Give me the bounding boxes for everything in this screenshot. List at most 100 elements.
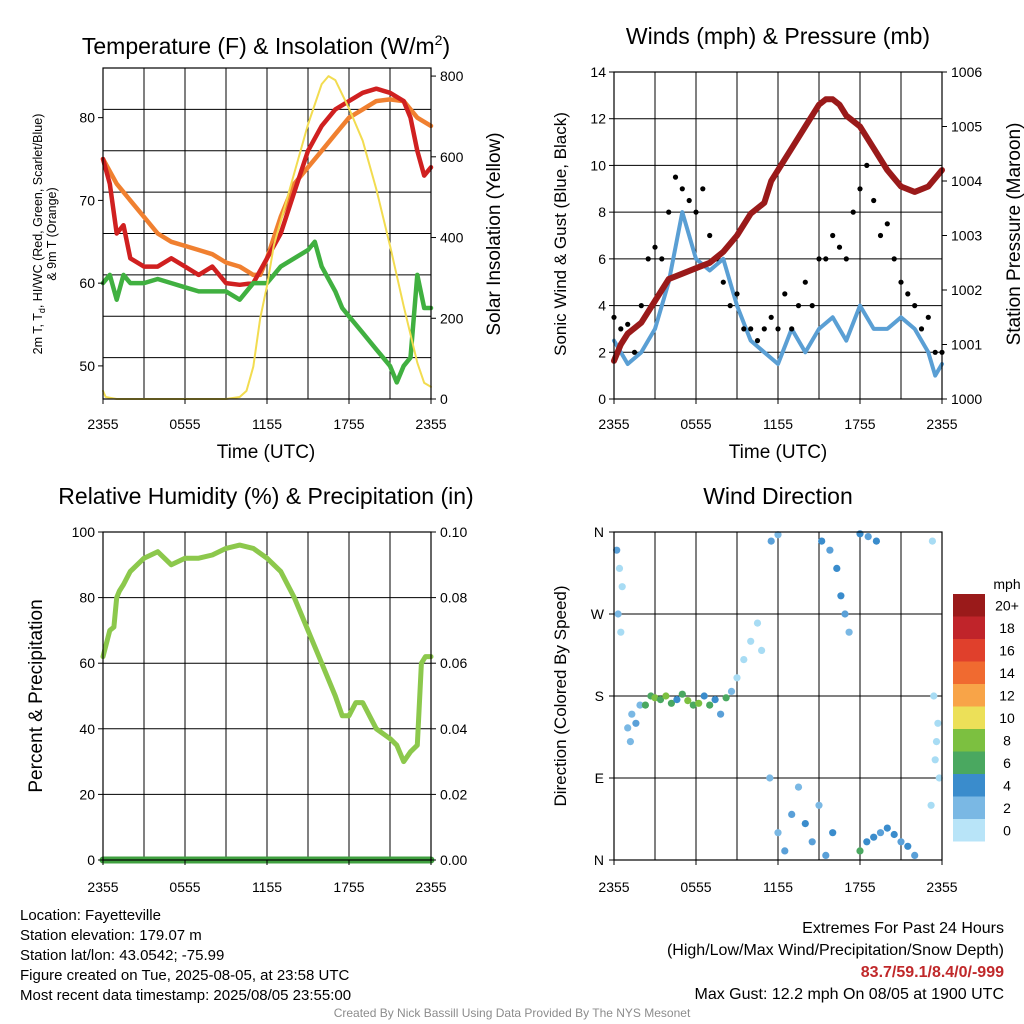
- x-tick-label: 2355: [87, 416, 118, 432]
- y-tick-label-right: 1000: [951, 391, 982, 407]
- direction-point: [626, 738, 635, 746]
- wind-chart-ylabel-right: Station Pressure (Maroon): [1004, 123, 1024, 346]
- gust-point: [720, 279, 726, 285]
- x-tick-label: 0555: [680, 879, 711, 895]
- direction-point: [863, 838, 871, 846]
- dewpoint-line: [100, 239, 434, 385]
- direction-point: [684, 697, 692, 705]
- wind-chart-xlabel: Time (UTC): [729, 442, 828, 463]
- gust-point: [816, 256, 822, 262]
- direction-point: [733, 674, 741, 682]
- direction-tick-label: S: [595, 688, 604, 704]
- legend-label: 8: [1003, 732, 1011, 748]
- x-tick-label: 2355: [598, 879, 629, 895]
- direction-point: [856, 847, 864, 855]
- direction-point: [766, 774, 774, 782]
- legend-label: 10: [999, 710, 1015, 726]
- direction-chart-title: Wind Direction: [703, 483, 853, 509]
- y-tick-label-right: 0.04: [440, 721, 467, 737]
- direction-point: [841, 610, 849, 618]
- direction-point: [656, 696, 665, 704]
- y-tick-label: 6: [598, 251, 606, 267]
- y-tick-label: 12: [590, 111, 606, 127]
- direction-point: [641, 701, 650, 709]
- y-tick-label: 100: [72, 524, 96, 540]
- legend-swatch: [953, 819, 985, 842]
- y-tick-label: 2: [598, 344, 606, 360]
- direction-point: [717, 710, 725, 718]
- direction-point: [911, 851, 919, 860]
- legend-label: 20+: [995, 597, 1019, 613]
- y-tick-label: 60: [79, 275, 95, 291]
- direction-point: [628, 710, 636, 718]
- direction-point: [932, 738, 941, 746]
- gust-point: [864, 162, 870, 168]
- y-tick-label-right: 1005: [951, 119, 982, 135]
- gust-point: [850, 209, 856, 215]
- direction-point: [845, 628, 853, 636]
- direction-point: [897, 838, 905, 846]
- x-tick-label: 1155: [252, 879, 282, 895]
- temp-chart-title: Temperature (F) & Insolation (W/m2): [82, 32, 450, 59]
- direction-point: [614, 610, 622, 618]
- y-tick-label: 40: [79, 721, 95, 737]
- x-tick-label: 0555: [169, 416, 200, 432]
- direction-point: [700, 692, 708, 700]
- gust-point: [898, 279, 904, 285]
- direction-point: [928, 537, 937, 545]
- direction-point: [678, 690, 686, 698]
- direction-point: [822, 851, 830, 860]
- max-gust-text: Max Gust: 12.2 mph On 08/05 at 1900 UTC: [694, 986, 1005, 1003]
- legend-label: 4: [1003, 777, 1011, 793]
- direction-point: [673, 696, 681, 704]
- y-tick-label-right: 400: [440, 230, 464, 246]
- direction-point: [695, 699, 703, 707]
- gust-point: [802, 279, 808, 285]
- gust-point: [912, 303, 918, 309]
- legend-label: 18: [999, 620, 1015, 636]
- gust-point: [925, 314, 931, 320]
- direction-point: [927, 801, 935, 809]
- y-tick-label-right: 0.10: [440, 524, 467, 540]
- gust-point: [734, 291, 740, 297]
- legend-label: 0: [1003, 822, 1011, 838]
- y-tick-label: 0: [598, 391, 606, 407]
- gust-point: [782, 291, 788, 297]
- direction-point: [624, 724, 632, 732]
- gust-point: [700, 186, 706, 192]
- y-tick-label-right: 0: [440, 391, 448, 407]
- direction-tick-label: N: [594, 852, 604, 868]
- gust-point: [857, 186, 863, 192]
- y-tick-label: 80: [79, 110, 95, 126]
- heat-index-line: [100, 86, 434, 288]
- y-tick-label-right: 0.08: [440, 590, 467, 606]
- humidity-chart-plot: 0 20 40 60 80 100 0.00 0.02 0.04 0.06 0.08 0.10 2355…: [72, 524, 468, 895]
- direction-point: [794, 783, 803, 791]
- pressure-line: [611, 96, 945, 364]
- wind-chart-ylabel: Sonic Wind & Gust (Blue, Black): [551, 112, 570, 356]
- legend-swatch: [953, 639, 985, 662]
- latlon-text: Station lat/lon: 43.0542; -75.99: [20, 947, 225, 964]
- y-tick-label-right: 0.00: [440, 852, 467, 868]
- legend-swatch: [953, 661, 985, 684]
- gust-point: [693, 209, 699, 215]
- y-tick-label: 80: [79, 590, 95, 606]
- gust-point: [618, 326, 624, 332]
- wind-chart-title: Winds (mph) & Pressure (mb): [626, 23, 930, 49]
- direction-point: [758, 646, 766, 655]
- y-tick-label: 8: [598, 204, 606, 220]
- direction-point: [904, 842, 912, 850]
- gust-point: [843, 256, 849, 262]
- humidity-line: [100, 542, 434, 765]
- direction-point: [872, 537, 881, 545]
- y-tick-label-right: 600: [440, 149, 464, 165]
- x-tick-label: 2355: [598, 416, 629, 432]
- direction-point: [767, 537, 775, 545]
- legend-swatch: [953, 774, 985, 797]
- y-tick-label-right: 0.06: [440, 655, 467, 671]
- legend-label: 12: [999, 687, 1015, 703]
- gust-point: [891, 256, 897, 262]
- direction-tick-label: W: [591, 606, 605, 622]
- gust-point: [638, 303, 644, 309]
- direction-point: [818, 537, 826, 545]
